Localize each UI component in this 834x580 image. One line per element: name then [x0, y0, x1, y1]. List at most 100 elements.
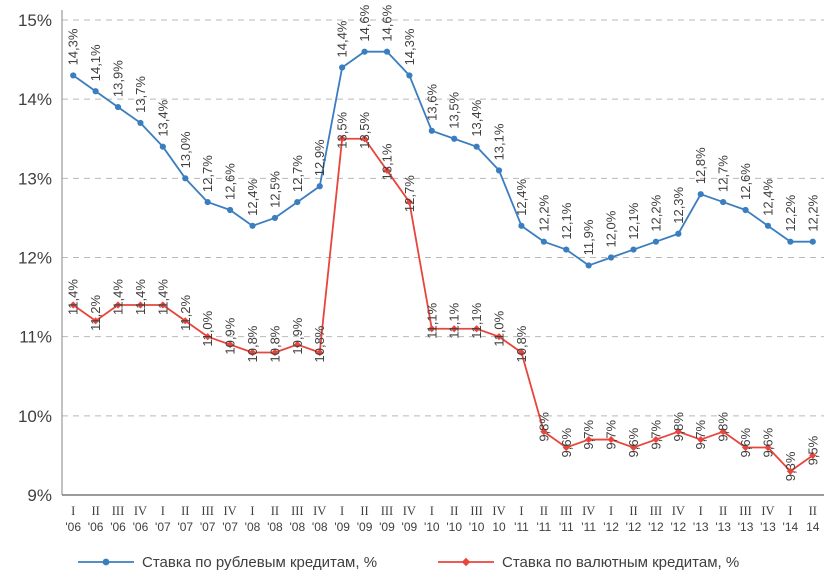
x-axis-year-label: '12: [671, 520, 687, 534]
data-point-marker: [360, 135, 369, 143]
data-point-marker: [585, 435, 593, 444]
x-axis-quarter-label: IV: [134, 504, 147, 518]
data-point-marker: [137, 119, 144, 127]
data-point-label: 11,4%: [66, 279, 81, 315]
data-point-marker: [495, 167, 503, 174]
data-point-marker: [405, 198, 413, 206]
data-point-marker: [720, 198, 727, 206]
data-point-marker: [182, 175, 189, 182]
data-point-marker: [786, 467, 794, 475]
data-point-marker: [406, 72, 413, 79]
x-axis-quarter-label: IV: [582, 504, 595, 518]
data-point-marker: [742, 206, 749, 214]
grid-lines: [62, 19, 824, 417]
data-point-marker: [473, 143, 480, 150]
data-point-marker: [764, 222, 772, 229]
data-point-marker: [159, 143, 166, 150]
data-point-marker: [674, 428, 682, 436]
data-point-marker: [787, 238, 794, 245]
data-point-label: 12,7%: [402, 175, 417, 212]
data-point-label: 9,6%: [738, 427, 753, 457]
x-axis-year-label: '10: [469, 520, 485, 534]
legend-marker: [461, 557, 471, 567]
data-point-marker: [809, 451, 817, 460]
x-axis-quarter-label: II: [450, 504, 458, 518]
data-point-label: 11,0%: [200, 310, 215, 346]
x-axis-year-label: '10: [446, 520, 462, 534]
data-point-marker: [719, 428, 727, 436]
data-point-marker: [428, 127, 435, 134]
x-axis-year-label: '09: [334, 520, 350, 534]
data-point-marker: [652, 238, 660, 245]
x-axis-year-label: '13: [693, 520, 709, 534]
data-point-label: 12,6%: [738, 163, 753, 200]
data-point-marker: [495, 333, 503, 341]
x-axis-quarter-label: I: [250, 504, 254, 518]
data-point-label: 10,9%: [223, 317, 238, 354]
x-axis-year-label: '06: [88, 520, 104, 534]
data-point-marker: [271, 348, 279, 357]
data-point-marker: [293, 340, 301, 349]
x-axis-year-label: '09: [357, 520, 373, 534]
x-axis-quarter-label: II: [91, 504, 99, 518]
data-point-marker: [764, 443, 772, 452]
data-point-marker: [675, 230, 682, 237]
x-axis-quarter-label: II: [360, 504, 368, 518]
x-axis-quarter-label: I: [340, 504, 344, 518]
x-axis-year-label: '07: [155, 520, 171, 534]
data-point-label: 9,5%: [805, 435, 820, 465]
x-axis-year-label: '08: [267, 520, 283, 534]
x-axis-year-label: '10: [424, 520, 440, 534]
data-point-label: 11,0%: [492, 310, 507, 346]
x-axis-quarter-label: III: [739, 504, 752, 518]
series-polyline: [72, 137, 814, 473]
data-point-label: 13,9%: [111, 60, 126, 97]
data-point-marker: [629, 443, 638, 452]
x-axis-quarter-label: II: [181, 504, 189, 518]
x-axis-year-label: '06: [110, 520, 126, 534]
data-point-label: 14,3%: [66, 28, 81, 65]
data-point-label: 12,4%: [760, 179, 775, 216]
x-axis-quarter-label: III: [381, 504, 394, 518]
x-axis-quarter-label: IV: [223, 504, 236, 518]
data-point-label: 11,2%: [178, 294, 193, 330]
data-point-label: 12,3%: [671, 186, 686, 223]
data-point-label: 14,1%: [88, 44, 103, 81]
data-point-marker: [159, 301, 167, 309]
data-point-label: 11,2%: [88, 294, 103, 330]
x-axis-quarter-label: III: [470, 504, 483, 518]
data-point-marker: [562, 443, 570, 452]
x-axis-quarter-label: I: [609, 504, 613, 518]
x-axis-year-label: '06: [133, 520, 149, 534]
data-point-label: 14,6%: [357, 4, 372, 41]
data-point-label: 13,0%: [178, 131, 193, 168]
data-point-marker: [383, 48, 391, 55]
x-axis-year-label: '11: [559, 520, 574, 534]
data-point-label: 14,3%: [402, 28, 417, 65]
x-axis-year-label: '08: [312, 520, 328, 534]
data-point-marker: [451, 135, 458, 142]
data-point-label: 12,7%: [290, 155, 305, 192]
x-axis-year-label: '14: [783, 520, 799, 534]
x-axis-quarter-label: I: [71, 504, 75, 518]
series-currency-line: [69, 135, 817, 475]
x-axis-year-label: '09: [402, 520, 418, 534]
data-point-marker: [383, 166, 391, 175]
x-axis-quarter-label: IV: [761, 504, 774, 518]
x-axis-quarter-label: III: [560, 504, 573, 518]
x-axis-year-label: '07: [177, 520, 193, 534]
data-point-label: 10,8%: [245, 325, 260, 362]
data-point-label: 12,2%: [536, 194, 551, 231]
x-axis-quarter-label: IV: [403, 504, 416, 518]
data-point-marker: [450, 325, 458, 333]
data-point-label: 11,9%: [581, 219, 596, 255]
data-point-label: 9,8%: [536, 412, 551, 442]
data-point-marker: [92, 317, 100, 325]
data-point-label: 10,8%: [514, 325, 529, 362]
x-axis-quarter-label: I: [161, 504, 165, 518]
x-axis-year-label: '07: [222, 520, 238, 534]
y-axis-tick-label: 9%: [27, 486, 52, 505]
data-point-label: 11,4%: [155, 279, 170, 315]
data-point-label: 12,1%: [559, 202, 574, 239]
